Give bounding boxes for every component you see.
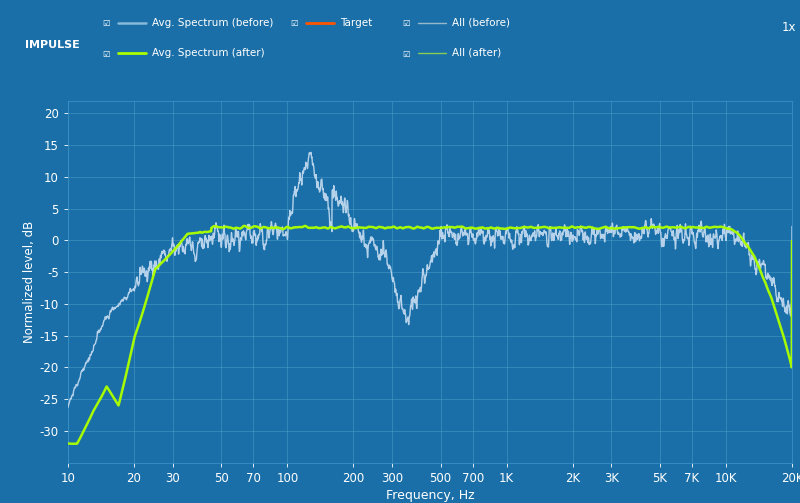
Text: Avg. Spectrum (after): Avg. Spectrum (after) bbox=[152, 48, 265, 58]
X-axis label: Frequency, Hz: Frequency, Hz bbox=[386, 489, 474, 502]
Text: ☑: ☑ bbox=[290, 20, 298, 28]
Text: IMPULSE: IMPULSE bbox=[25, 40, 79, 50]
Text: ☑: ☑ bbox=[102, 20, 110, 28]
Text: All (before): All (before) bbox=[452, 18, 510, 28]
Text: ☑: ☑ bbox=[102, 50, 110, 58]
Text: Avg. Spectrum (before): Avg. Spectrum (before) bbox=[152, 18, 274, 28]
Text: All (after): All (after) bbox=[452, 48, 502, 58]
Text: Target: Target bbox=[340, 18, 372, 28]
Y-axis label: Normalized level, dB: Normalized level, dB bbox=[22, 220, 35, 343]
Text: 1x: 1x bbox=[782, 21, 796, 34]
Text: ☑: ☑ bbox=[402, 20, 410, 28]
Text: ☑: ☑ bbox=[402, 50, 410, 58]
